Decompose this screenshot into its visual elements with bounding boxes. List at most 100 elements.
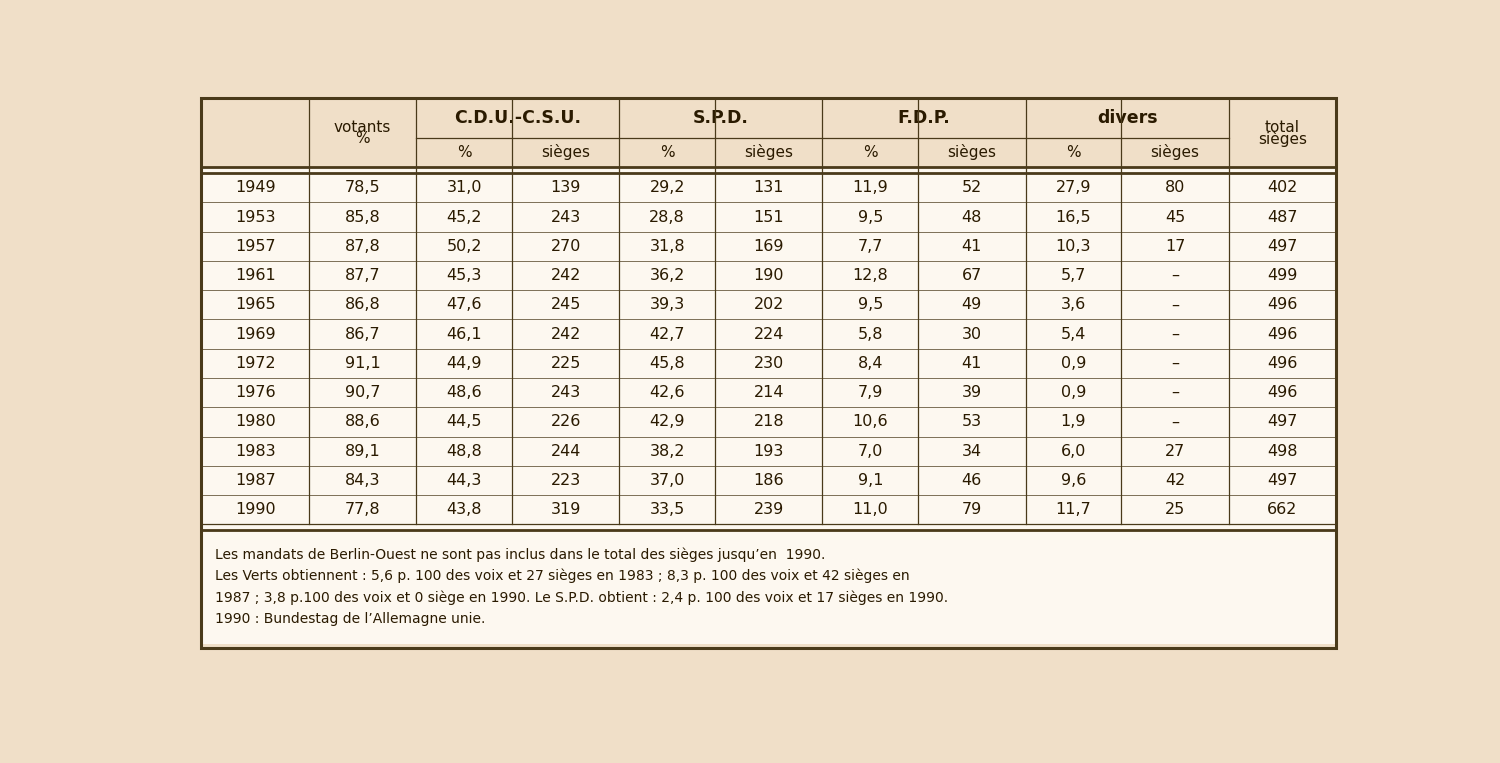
Text: 131: 131 — [753, 180, 784, 195]
Text: 45: 45 — [1166, 210, 1185, 224]
Text: 499: 499 — [1268, 268, 1298, 283]
Text: 186: 186 — [753, 473, 784, 488]
Text: %: % — [862, 145, 877, 160]
Text: sièges: sièges — [948, 144, 996, 160]
Text: 319: 319 — [550, 502, 580, 517]
Text: 662: 662 — [1268, 502, 1298, 517]
Text: 87,8: 87,8 — [345, 239, 381, 254]
Bar — [201, 167, 1336, 530]
Text: 36,2: 36,2 — [650, 268, 686, 283]
Text: 29,2: 29,2 — [650, 180, 686, 195]
Text: 28,8: 28,8 — [650, 210, 686, 224]
Text: 1990: 1990 — [236, 502, 276, 517]
Text: 7,9: 7,9 — [858, 385, 883, 400]
Text: 242: 242 — [550, 268, 580, 283]
Text: 0,9: 0,9 — [1060, 385, 1086, 400]
Text: 487: 487 — [1268, 210, 1298, 224]
Text: 1976: 1976 — [236, 385, 276, 400]
Text: 30: 30 — [962, 327, 982, 342]
Text: 90,7: 90,7 — [345, 385, 381, 400]
Text: 225: 225 — [550, 356, 580, 371]
Text: 44,3: 44,3 — [447, 473, 482, 488]
Text: 497: 497 — [1268, 473, 1298, 488]
Text: 31,8: 31,8 — [650, 239, 686, 254]
Text: 244: 244 — [550, 443, 580, 459]
Text: Les Verts obtiennent : 5,6 p. 100 des voix et 27 sièges en 1983 ; 8,3 p. 100 des: Les Verts obtiennent : 5,6 p. 100 des vo… — [216, 569, 910, 584]
Text: 5,7: 5,7 — [1060, 268, 1086, 283]
Text: 10,3: 10,3 — [1056, 239, 1090, 254]
Text: 497: 497 — [1268, 414, 1298, 430]
Text: 3,6: 3,6 — [1060, 298, 1086, 312]
Text: 496: 496 — [1268, 327, 1298, 342]
Text: 39: 39 — [962, 385, 982, 400]
Text: divers: divers — [1096, 109, 1158, 127]
Text: 193: 193 — [753, 443, 784, 459]
Text: 1965: 1965 — [236, 298, 276, 312]
Text: 42,9: 42,9 — [650, 414, 686, 430]
Text: 202: 202 — [753, 298, 784, 312]
Text: 12,8: 12,8 — [852, 268, 888, 283]
Text: 243: 243 — [550, 210, 580, 224]
Text: 9,6: 9,6 — [1060, 473, 1086, 488]
Text: 37,0: 37,0 — [650, 473, 686, 488]
Text: 38,2: 38,2 — [650, 443, 686, 459]
Text: 45,3: 45,3 — [447, 268, 482, 283]
Text: –: – — [1172, 385, 1179, 400]
Text: 243: 243 — [550, 385, 580, 400]
Text: 1980: 1980 — [236, 414, 276, 430]
Text: 5,4: 5,4 — [1060, 327, 1086, 342]
Text: 1987: 1987 — [236, 473, 276, 488]
Text: total: total — [1264, 121, 1300, 135]
Text: %: % — [356, 131, 370, 146]
Text: %: % — [660, 145, 675, 160]
Text: 10,6: 10,6 — [852, 414, 888, 430]
Text: sièges: sièges — [1258, 130, 1306, 146]
Text: 226: 226 — [550, 414, 580, 430]
Text: 86,7: 86,7 — [345, 327, 381, 342]
Text: 9,5: 9,5 — [858, 298, 883, 312]
Text: 50,2: 50,2 — [447, 239, 482, 254]
Text: 46,1: 46,1 — [447, 327, 482, 342]
Text: 88,6: 88,6 — [345, 414, 381, 430]
Text: 218: 218 — [753, 414, 784, 430]
Text: 41: 41 — [962, 239, 982, 254]
Text: 223: 223 — [550, 473, 580, 488]
Text: 214: 214 — [753, 385, 784, 400]
Text: 9,5: 9,5 — [858, 210, 883, 224]
Text: S.P.D.: S.P.D. — [693, 109, 748, 127]
Text: 39,3: 39,3 — [650, 298, 686, 312]
Text: 49: 49 — [962, 298, 982, 312]
Text: 1969: 1969 — [236, 327, 276, 342]
Text: 239: 239 — [753, 502, 784, 517]
Text: 1949: 1949 — [236, 180, 276, 195]
Text: 16,5: 16,5 — [1056, 210, 1090, 224]
Text: 31,0: 31,0 — [447, 180, 482, 195]
Text: 17: 17 — [1166, 239, 1185, 254]
Text: 89,1: 89,1 — [345, 443, 381, 459]
Text: 45,2: 45,2 — [447, 210, 482, 224]
Text: 42,7: 42,7 — [650, 327, 686, 342]
Text: –: – — [1172, 414, 1179, 430]
Text: 41: 41 — [962, 356, 982, 371]
Text: 1953: 1953 — [236, 210, 276, 224]
Text: 496: 496 — [1268, 298, 1298, 312]
Text: %: % — [458, 145, 471, 160]
Text: 91,1: 91,1 — [345, 356, 381, 371]
Text: 11,7: 11,7 — [1056, 502, 1092, 517]
Text: 169: 169 — [753, 239, 784, 254]
Text: 11,0: 11,0 — [852, 502, 888, 517]
Text: 42,6: 42,6 — [650, 385, 686, 400]
Text: 48: 48 — [962, 210, 982, 224]
Text: sièges: sièges — [1150, 144, 1200, 160]
Text: 44,9: 44,9 — [447, 356, 482, 371]
Text: 1972: 1972 — [236, 356, 276, 371]
Text: 87,7: 87,7 — [345, 268, 381, 283]
Text: 496: 496 — [1268, 356, 1298, 371]
Text: 1983: 1983 — [236, 443, 276, 459]
Text: 224: 224 — [753, 327, 784, 342]
Text: –: – — [1172, 356, 1179, 371]
Text: 190: 190 — [753, 268, 784, 283]
Text: 245: 245 — [550, 298, 580, 312]
Text: 85,8: 85,8 — [345, 210, 381, 224]
Text: 11,9: 11,9 — [852, 180, 888, 195]
